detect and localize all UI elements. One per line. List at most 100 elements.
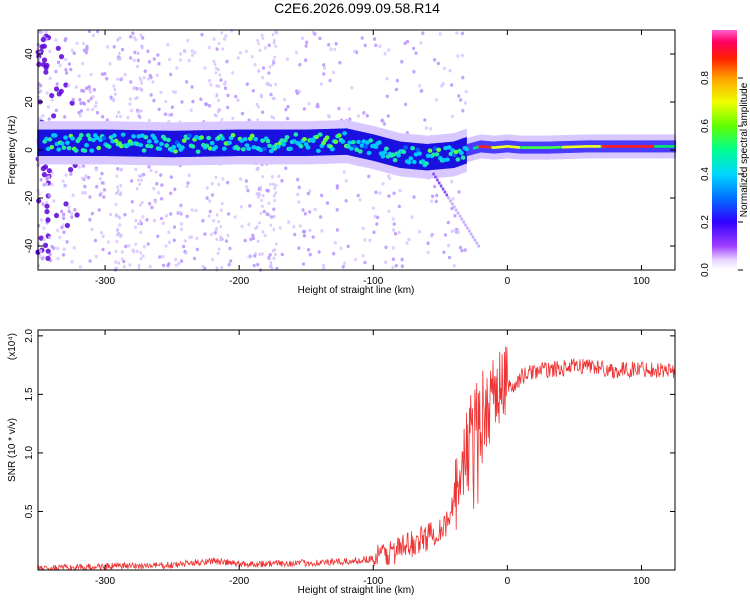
spectrogram-band-core — [192, 130, 195, 157]
spectrogram-streak-cell — [136, 249, 139, 253]
spectrogram-streak-cell — [260, 198, 263, 202]
spectrogram-noise-cell — [261, 110, 265, 115]
spectrogram-peak-cell — [120, 132, 126, 137]
spectrogram-streak-cell — [218, 73, 222, 77]
spectrogram-noise-cell — [69, 172, 73, 176]
spectrogram-noise-cell — [88, 217, 92, 222]
spectrogram-streak-cell — [213, 62, 217, 67]
spectrogram-line-cell — [589, 145, 592, 148]
spectrogram-noise-cell — [116, 77, 120, 81]
spectrogram-streak-cell — [260, 33, 264, 37]
spectrogram-noise-cell — [193, 50, 197, 55]
spectrogram-noise-cell — [447, 243, 451, 248]
spectrogram-line-cell — [542, 146, 545, 149]
spectrogram-noise-cell — [153, 199, 158, 204]
spectrogram-peak-cell — [284, 135, 290, 140]
spectrogram-noise-cell — [304, 58, 308, 62]
spectrogram-peak-cell — [459, 150, 464, 156]
snr-x-tick-label: -300 — [95, 576, 115, 587]
spectrogram-noise-cell — [89, 72, 93, 77]
spectrogram-y-tick-label: 40 — [24, 48, 35, 60]
spectrogram-noise-cell — [459, 98, 463, 102]
spectrogram-noise-cell — [301, 208, 305, 212]
spectrogram-band-core — [439, 142, 442, 170]
spectrogram-streak-cell — [258, 252, 262, 256]
spectrogram-noise-cell — [374, 43, 378, 48]
spectrogram-band-core — [257, 129, 259, 156]
spectrogram-noise-cell — [185, 184, 189, 189]
spectrogram-noise-cell — [81, 190, 85, 195]
spectrogram-noise-cell — [170, 105, 174, 109]
spectrogram-noise-cell — [387, 48, 391, 52]
spectrogram-line-cell — [559, 145, 561, 149]
spectrogram-noise-cell — [236, 98, 240, 102]
spectrogram-peak-cell — [408, 156, 414, 161]
snr-y-ticks: 0.5 1.0 1.5 2.0 — [24, 328, 675, 518]
spectrogram-noise-cell — [337, 106, 341, 111]
spectrogram-x-tick-label: -300 — [95, 276, 115, 287]
spectrogram-band-core — [143, 130, 145, 157]
spectrogram-noise-cell — [245, 185, 249, 189]
spectrogram-noise-cell — [169, 175, 173, 179]
spectrogram-noise-cell — [51, 113, 57, 119]
spectrogram-band-core — [255, 129, 258, 156]
spectrogram-noise-cell — [158, 255, 162, 259]
spectrogram-streak-cell — [137, 263, 141, 268]
spectrogram-noise-cell — [101, 115, 105, 119]
spectrogram-noise-cell — [45, 248, 51, 254]
spectrogram-band-core — [86, 129, 89, 156]
spectrogram-line-cell — [493, 146, 496, 149]
spectrogram-noise-cell — [442, 66, 446, 71]
spectrogram-noise-cell — [123, 72, 127, 77]
spectrogram-noise-cell — [302, 107, 306, 111]
spectrogram-band-core — [113, 129, 116, 157]
spectrogram-noise-cell — [361, 254, 365, 258]
spectrogram-peak-cell — [220, 136, 225, 141]
spectrogram-line-cell — [658, 145, 660, 148]
spectrogram-noise-cell — [378, 44, 382, 49]
spectrogram-band-core — [387, 138, 390, 165]
spectrogram-line-cell — [591, 145, 593, 148]
spectrogram-peak-cell — [288, 146, 293, 151]
spectrogram-noise-cell — [40, 218, 44, 222]
spectrogram-noise-cell — [226, 180, 230, 185]
spectrogram-noise-cell — [284, 107, 288, 112]
spectrogram-line-cell — [595, 145, 597, 148]
spectrogram-streak-cell — [273, 198, 276, 203]
spectrogram-noise-cell — [319, 215, 323, 219]
spectrogram-line-cell — [647, 145, 650, 148]
spectrogram-noise-cell — [203, 66, 207, 70]
spectrogram-noise-cell — [148, 264, 152, 269]
spectrogram-noise-cell — [177, 261, 181, 266]
spectrogram-noise-cell — [433, 58, 437, 62]
spectrogram-noise-cell — [210, 232, 214, 237]
spectrogram-noise-cell — [179, 222, 184, 226]
spectrogram-noise-cell — [88, 195, 92, 199]
spectrogram-band-core — [100, 129, 103, 156]
spectrogram-noise-cell — [308, 210, 312, 214]
spectrogram-noise-cell — [325, 201, 330, 205]
spectrogram-noise-cell — [292, 224, 296, 229]
snr-series-line — [38, 346, 675, 570]
spectrogram-noise-cell — [372, 230, 376, 235]
spectrogram-noise-cell — [63, 201, 69, 207]
spectrogram-line-cell — [631, 145, 634, 148]
spectrogram-noise-cell — [363, 260, 367, 265]
spectrogram-noise-cell — [173, 187, 177, 192]
spectrogram-streak-cell — [260, 93, 263, 97]
spectrogram-y-tick-label: 0 — [24, 147, 35, 153]
spectrogram-noise-cell — [398, 188, 402, 193]
spectrogram-band-core — [182, 130, 184, 157]
snr-frame — [37, 329, 676, 571]
spectrogram-peak-cell — [159, 141, 164, 147]
colorbar-gradient — [712, 30, 737, 270]
spectrogram-peak-cell — [148, 144, 154, 149]
spectrogram-streak-cell — [119, 168, 123, 172]
spectrogram-noise-cell — [341, 264, 345, 269]
spectrogram-noise-cell — [167, 262, 171, 266]
spectrogram-noise-cell — [195, 236, 199, 241]
spectrogram-band-core — [183, 130, 186, 157]
spectrogram-noise-cell — [358, 198, 362, 202]
spectrogram-line-cell — [508, 145, 510, 148]
spectrogram-line-cell — [652, 145, 655, 148]
